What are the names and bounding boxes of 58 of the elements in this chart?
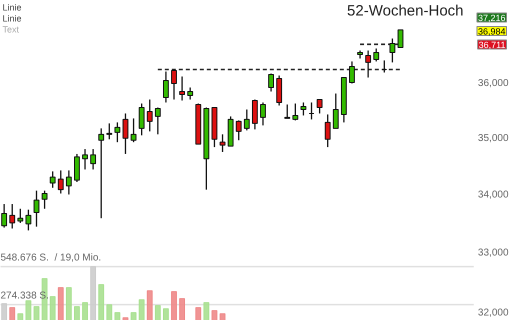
- candlestick: [9, 203, 16, 230]
- candlestick: [74, 153, 80, 183]
- candlestick: [300, 102, 306, 116]
- text: 37,216: [478, 13, 506, 23]
- candlestick: [252, 98, 258, 130]
- candlestick: [58, 170, 64, 194]
- candlestick: [34, 190, 40, 228]
- candlestick: [42, 190, 48, 210]
- text: 36,984: [478, 26, 506, 36]
- candlestick: [90, 148, 96, 170]
- candlestick: [162, 70, 169, 104]
- annotation: / 19,0 Mio.: [54, 252, 102, 264]
- candlestick: [389, 38, 396, 64]
- candlestick: [187, 86, 194, 100]
- y-tick-label: 32,000: [478, 308, 509, 319]
- candlestick: [292, 102, 298, 122]
- candlestick: [381, 60, 388, 74]
- candlestick: [276, 74, 282, 106]
- candlestick: [260, 102, 266, 126]
- text: 36,711: [478, 40, 506, 50]
- y-tick-label: 35,000: [478, 132, 509, 144]
- candlestick: [349, 60, 355, 84]
- y-tick-label: 36,000: [478, 78, 509, 89]
- candlestick: [154, 106, 161, 135]
- annotation: Linie: [2, 14, 22, 24]
- candlestick: [106, 122, 112, 140]
- candlestick: [130, 118, 136, 143]
- candlestick: [17, 208, 24, 224]
- chart-title: 52-Wochen-Hoch: [347, 2, 464, 20]
- candlestick: [25, 209, 32, 232]
- annotation: Text: [2, 24, 20, 34]
- candlestick: [365, 50, 372, 78]
- candlestick: [236, 120, 242, 141]
- candlestick: [316, 98, 323, 114]
- y-tick-label: 33,000: [478, 248, 509, 259]
- candlestick: [138, 102, 145, 136]
- candlestick: [284, 104, 290, 120]
- candlestick: [332, 92, 339, 130]
- y-tick-label: 34,000: [478, 189, 509, 200]
- candlestick: [244, 108, 250, 132]
- candlestick: [373, 48, 380, 62]
- candlestick: [82, 148, 88, 170]
- y2-tick-label: 548.676 S.: [0, 252, 49, 264]
- candlestick: [179, 76, 186, 102]
- candlestick: [268, 72, 274, 92]
- candlestick: [146, 98, 153, 132]
- candlestick: [171, 68, 177, 100]
- candlestick: [98, 128, 104, 219]
- annotation: Linie: [2, 2, 22, 12]
- candlestick: [220, 134, 226, 153]
- candlestick: [308, 102, 314, 120]
- candlestick: [66, 170, 72, 196]
- candlestick: [398, 29, 404, 48]
- candlestick: [1, 203, 8, 228]
- candlestick: [324, 114, 331, 148]
- candlestick: [50, 170, 56, 188]
- candlestick: [122, 112, 128, 155]
- candlestick: [114, 122, 120, 143]
